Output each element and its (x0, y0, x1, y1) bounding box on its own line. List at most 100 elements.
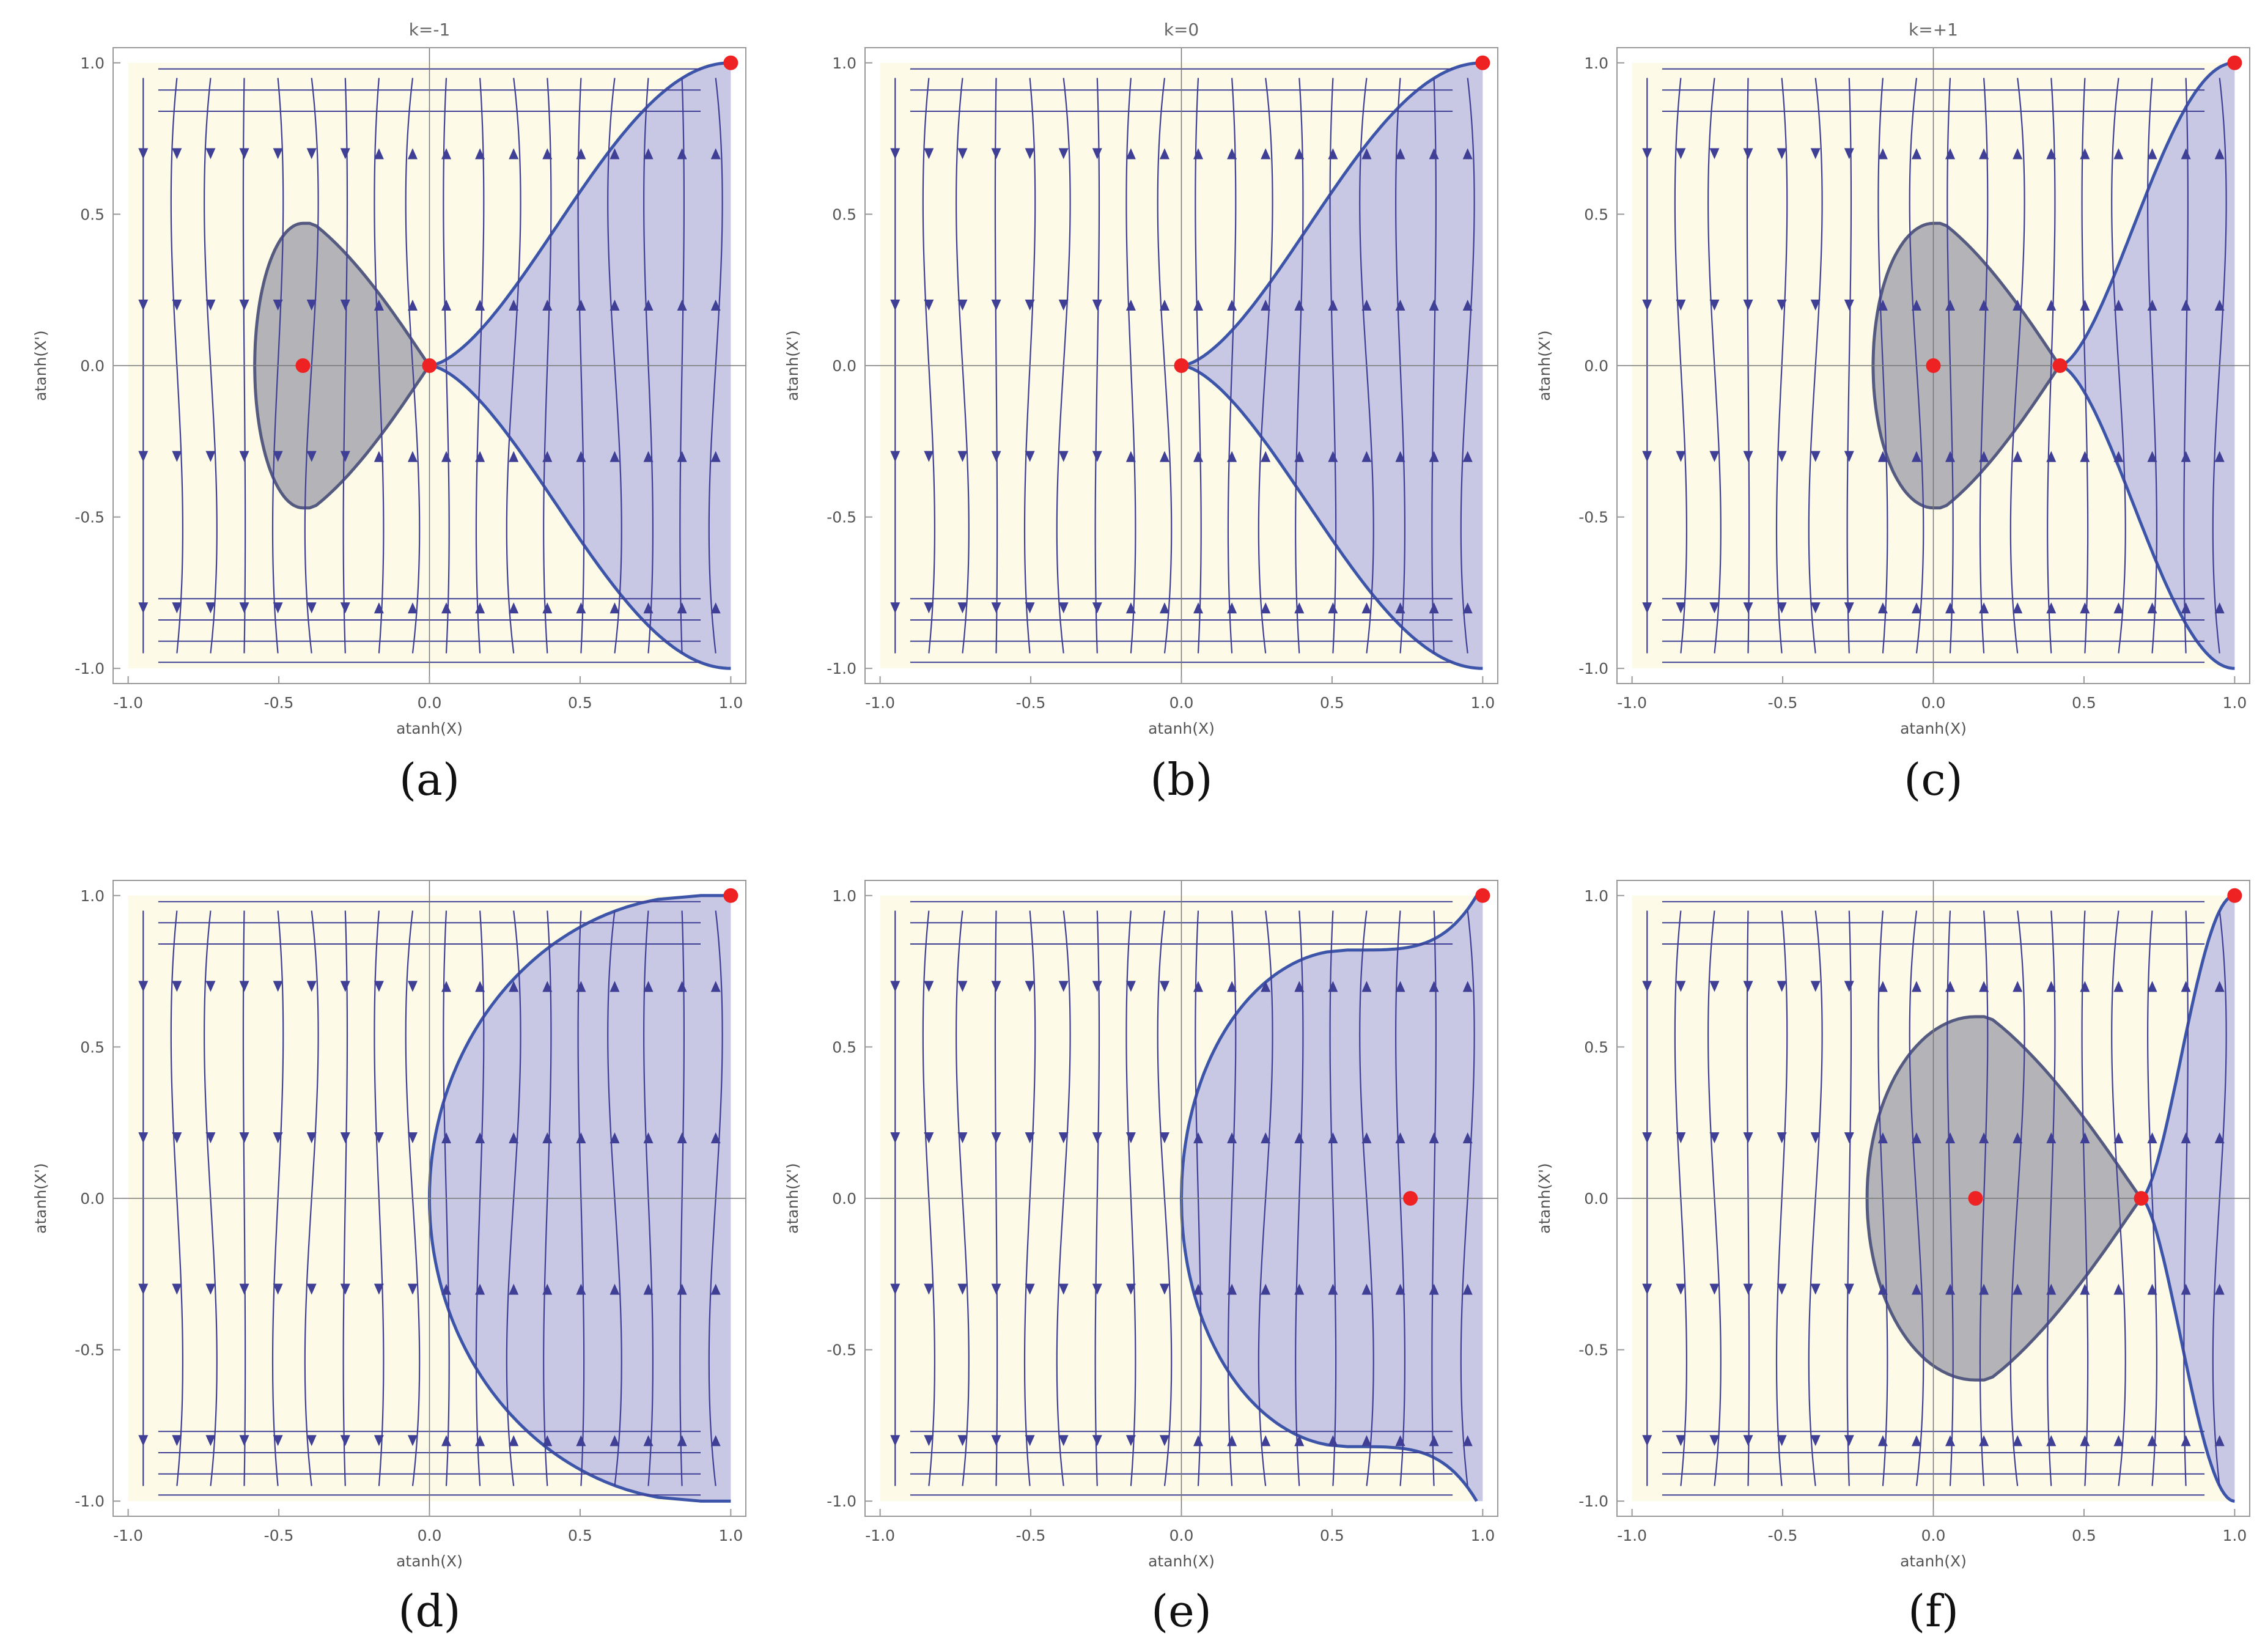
stream-arrow (475, 981, 485, 992)
x-tick-label: 1.0 (718, 1527, 743, 1544)
y-tick-label: 1.0 (1584, 54, 1608, 72)
stream-arrow (610, 1435, 620, 1447)
stream-arrow (1025, 1132, 1035, 1143)
stream-arrow (441, 981, 452, 992)
stream-arrow (1642, 148, 1652, 160)
stream-arrow (1709, 299, 1720, 311)
stream-arrow (957, 299, 968, 311)
stream-arrow (1462, 299, 1473, 311)
stream-arrow (1777, 299, 1787, 311)
stream-arrow (1294, 451, 1305, 462)
stream-arrow (340, 1435, 350, 1447)
stream-arrow (1125, 299, 1136, 311)
stream-arrow (1945, 981, 1956, 992)
stream-arrow (890, 1132, 900, 1143)
stream-arrow (172, 602, 182, 614)
stream-arrow (1227, 148, 1237, 160)
stream-arrow (957, 602, 968, 614)
y-tick-label: -1.0 (1578, 660, 1608, 677)
stream-arrow (1810, 602, 1821, 614)
stream-arrow (1159, 1435, 1169, 1447)
stream-arrow (374, 451, 384, 462)
stream-arrow (374, 299, 384, 311)
stream-arrow (957, 1132, 968, 1143)
stream-arrow (1777, 1435, 1787, 1447)
stream-arrow (1261, 602, 1271, 614)
stream-arrow (205, 981, 216, 992)
stream-arrow (340, 1132, 350, 1143)
panel-c: -1.0 -1.0 -0.5 -0.5 0.0 0.0 0.5 0.5 1.0 1.0 atanh(… (1536, 20, 2250, 805)
stream-arrow (1193, 299, 1204, 311)
stream-arrow (1361, 1132, 1372, 1143)
stream-arrow (991, 451, 1001, 462)
stream-arrow (710, 981, 721, 992)
stream-arrow (2080, 981, 2090, 992)
stream-arrow (172, 148, 182, 160)
stream-arrow (2113, 981, 2124, 992)
stream-arrow (374, 1283, 384, 1295)
stream-arrow (576, 148, 586, 160)
separatrix-upper (429, 61, 731, 367)
x-tick-label: -0.5 (1768, 1527, 1798, 1544)
stream-arrow (1429, 451, 1439, 462)
x-tick-label: -1.0 (865, 694, 895, 712)
stream-arrow (1911, 602, 1921, 614)
stream-arrow (306, 1132, 317, 1143)
stream-arrow (1193, 602, 1204, 614)
stream-arrow (1227, 602, 1237, 614)
stream-arrow (407, 1132, 418, 1143)
y-tick-label: -1.0 (827, 1492, 856, 1510)
stream-arrow (172, 1283, 182, 1295)
separatrix-lower (1181, 364, 1483, 670)
stream-arrow (1979, 148, 1989, 160)
separatrix-lower (2059, 364, 2235, 670)
stream-arrow (306, 299, 317, 311)
x-tick-label: 0.5 (2072, 694, 2096, 712)
stream-arrow (1911, 1132, 1921, 1143)
stream-arrow (1642, 299, 1652, 311)
stream-arrow (1911, 1435, 1921, 1447)
stream-arrow (1025, 451, 1035, 462)
stream-arrow (509, 981, 519, 992)
stream-arrow (1777, 602, 1787, 614)
stream-arrow (441, 602, 452, 614)
stream-arrow (2046, 148, 2057, 160)
stream-arrow (1092, 1283, 1102, 1295)
stream-arrow (1395, 1283, 1405, 1295)
stream-arrow (239, 1283, 249, 1295)
x-tick-label: 0.5 (1320, 694, 1344, 712)
stream-arrow (1125, 1283, 1136, 1295)
stream-arrow (239, 602, 249, 614)
stream-arrow (924, 1283, 934, 1295)
stream-arrow (1361, 299, 1372, 311)
x-tick-label: 0.0 (1921, 1527, 1946, 1544)
stream-arrow (1092, 1435, 1102, 1447)
stream-arrow (1642, 1435, 1652, 1447)
stream-arrow (1642, 602, 1652, 614)
stream-arrow (1462, 981, 1473, 992)
stream-arrow (1642, 981, 1652, 992)
stream-arrow (407, 299, 418, 311)
stream-arrow (374, 1132, 384, 1143)
stream-arrow (1777, 1283, 1787, 1295)
stream-arrow (1743, 451, 1753, 462)
stream-arrow (2013, 1132, 2023, 1143)
stream-arrow (2181, 451, 2191, 462)
stream-arrow (924, 451, 934, 462)
stream-arrow (1709, 148, 1720, 160)
stream-arrow (1743, 602, 1753, 614)
stream-arrow (509, 451, 519, 462)
stream-arrow (1159, 148, 1169, 160)
stream-arrow (2147, 1435, 2157, 1447)
stream-arrow (643, 1435, 654, 1447)
stream-arrow (924, 602, 934, 614)
stream-arrow (610, 1283, 620, 1295)
stream-arrow (924, 1132, 934, 1143)
stream-arrow (2214, 299, 2225, 311)
stream-arrow (1193, 148, 1204, 160)
stream-arrow (509, 602, 519, 614)
stream-arrow (1025, 602, 1035, 614)
stream-arrow (2181, 299, 2191, 311)
x-tick-label: 1.0 (2222, 694, 2247, 712)
panel-a: -1.0 -1.0 -0.5 -0.5 0.0 0.0 0.5 0.5 1.0 1.0 atanh(… (32, 20, 746, 805)
